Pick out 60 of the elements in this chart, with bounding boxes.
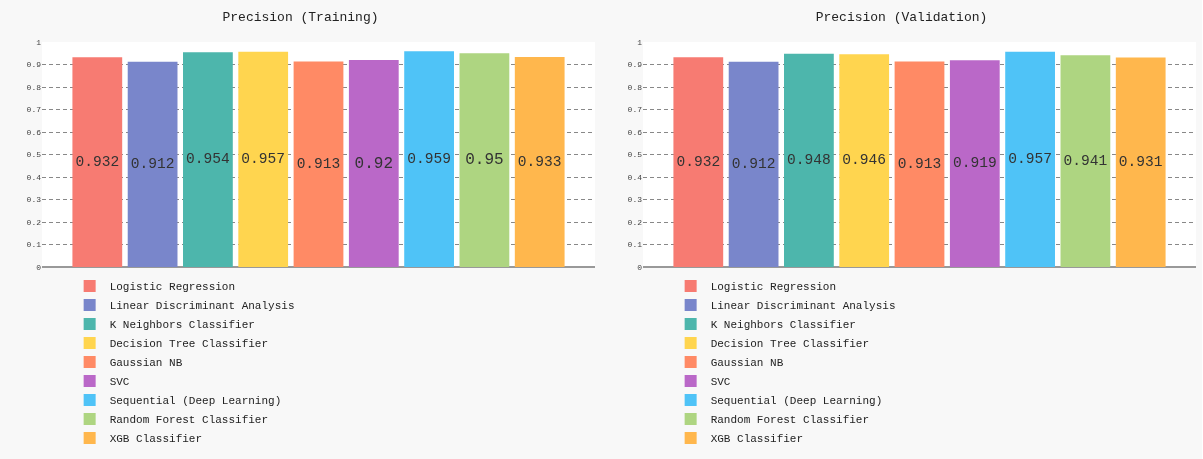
data-label: 0.913 — [897, 155, 942, 172]
legend-label: Random Forest Classifier — [109, 414, 269, 427]
y-tick-label: 0.2 — [26, 217, 42, 227]
legend-label: Random Forest Classifier — [710, 414, 870, 427]
data-label: 0.912 — [731, 156, 776, 173]
y-tick-label: 0.6 — [627, 127, 643, 137]
y-tick-label: 0.4 — [26, 172, 42, 182]
legend-label: SVC — [710, 376, 731, 389]
legend-label: Linear Discriminant Analysis — [109, 300, 295, 313]
data-label: 0.931 — [1118, 153, 1163, 170]
y-tick-label: 1 — [637, 37, 643, 47]
y-tick-label: 0.3 — [627, 195, 643, 205]
y-tick-label: 0.8 — [26, 82, 42, 92]
legend-label: Sequential (Deep Learning) — [109, 395, 282, 408]
y-tick-label: 0.6 — [26, 127, 42, 137]
y-tick-label: 0.1 — [627, 240, 643, 250]
legend-label: K Neighbors Classifier — [710, 319, 856, 332]
legend-label: Linear Discriminant Analysis — [710, 300, 896, 313]
y-tick-label: 0.7 — [26, 105, 42, 115]
chart-title: Precision (Training) — [222, 9, 379, 25]
legend-label: Decision Tree Classifier — [109, 338, 269, 351]
legend-label: Sequential (Deep Learning) — [710, 395, 883, 408]
y-tick-label: 0.9 — [627, 60, 643, 70]
y-tick-label: 0.5 — [26, 150, 42, 160]
data-label: 0.919 — [952, 155, 997, 172]
data-label: 0.948 — [787, 152, 831, 168]
chart-title: Precision (Validation) — [815, 9, 988, 25]
data-label: 0.941 — [1063, 152, 1108, 169]
y-tick-label: 0.5 — [627, 150, 643, 160]
legend-label: Logistic Regression — [710, 281, 837, 294]
data-label: 0.932 — [75, 153, 120, 170]
y-tick-label: 0.7 — [627, 105, 643, 115]
legend-label: K Neighbors Classifier — [109, 319, 255, 332]
y-tick-label: 0.8 — [627, 82, 643, 92]
legend-label: XGB Classifier — [710, 433, 804, 446]
data-label: 0.933 — [517, 153, 562, 170]
y-tick-label: 0.9 — [26, 60, 42, 70]
y-tick-label: 0.4 — [627, 172, 643, 182]
data-label: 0.95 — [465, 151, 504, 170]
legend-label: Decision Tree Classifier — [710, 338, 870, 351]
data-label: 0.946 — [842, 152, 887, 169]
y-tick-label: 0 — [637, 262, 643, 272]
data-label: 0.959 — [407, 150, 451, 167]
legend-label: Gaussian NB — [109, 357, 183, 370]
y-tick-label: 0.2 — [627, 217, 643, 227]
y-tick-label: 0 — [36, 262, 42, 272]
data-label: 0.957 — [1008, 150, 1052, 167]
data-label: 0.912 — [130, 156, 175, 173]
y-tick-label: 0.3 — [26, 195, 42, 205]
data-label: 0.932 — [676, 153, 721, 170]
y-tick-label: 1 — [36, 37, 42, 47]
data-label: 0.92 — [354, 154, 393, 173]
legend-label: Gaussian NB — [710, 357, 784, 370]
legend-label: SVC — [109, 376, 130, 389]
data-label: 0.913 — [296, 155, 341, 172]
y-tick-label: 0.1 — [26, 240, 42, 250]
legend-label: XGB Classifier — [109, 433, 203, 446]
legend-label: Logistic Regression — [109, 281, 236, 294]
data-label: 0.954 — [186, 151, 231, 168]
data-label: 0.957 — [241, 150, 286, 167]
